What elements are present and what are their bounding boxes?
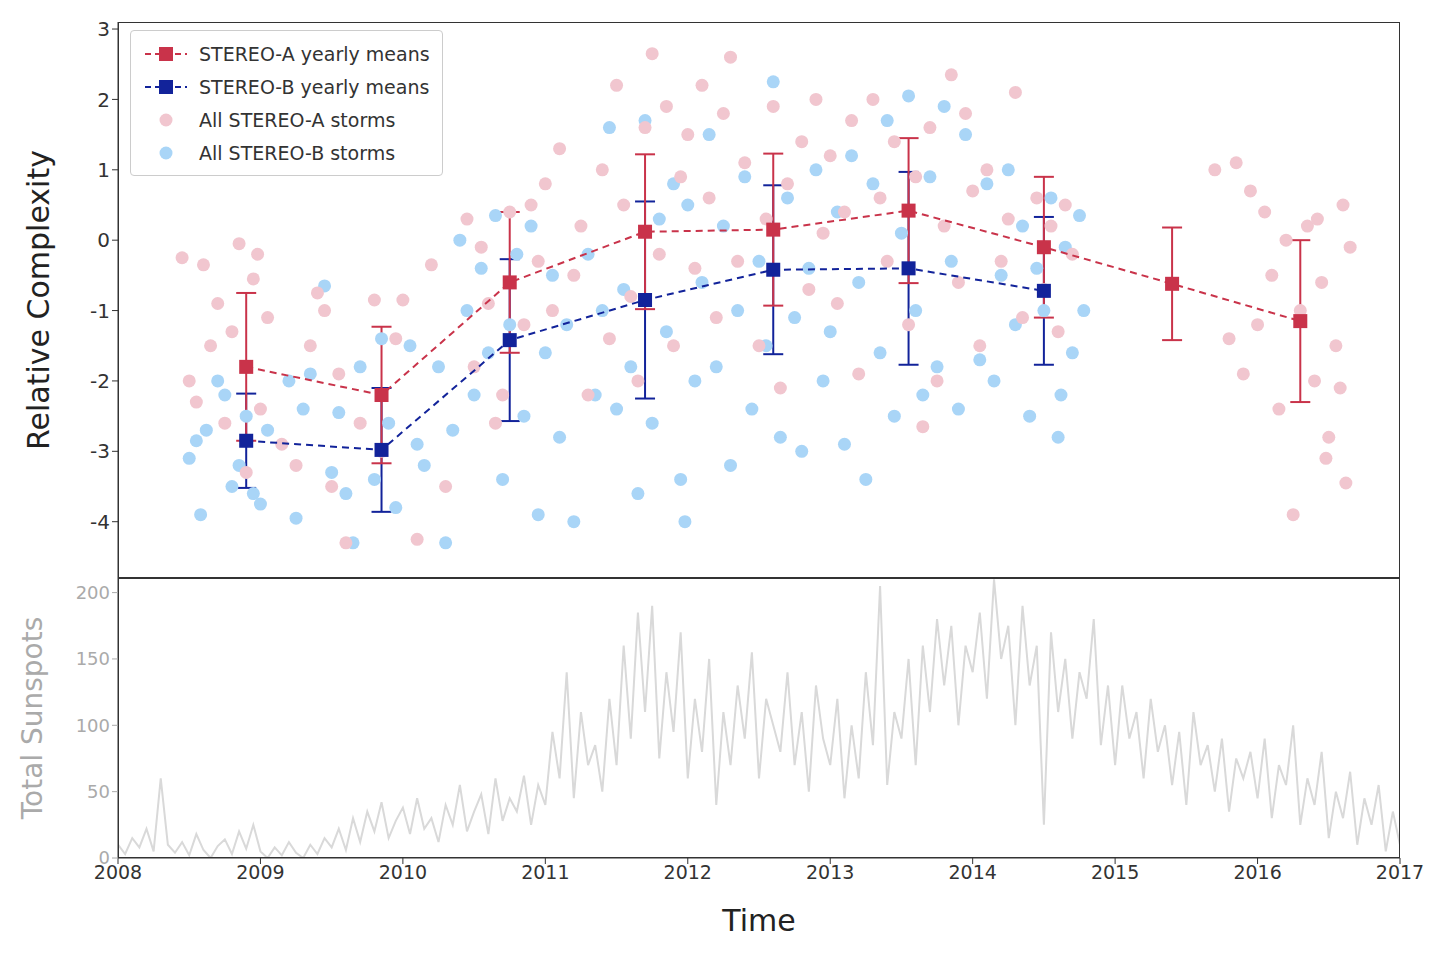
html-text:Relative Complexity: Relative Complexity: [20, 150, 56, 450]
svg-text:2014: 2014: [948, 861, 996, 883]
svg-text:100: 100: [76, 715, 110, 736]
svg-text:2011: 2011: [521, 861, 569, 883]
svg-text:-4: -4: [90, 510, 110, 534]
svg-text:2010: 2010: [379, 861, 427, 883]
html-text:STEREO-A yearly means: STEREO-A yearly means: [199, 42, 430, 65]
svg-text:200: 200: [76, 582, 110, 603]
svg-text:-1: -1: [90, 299, 110, 323]
svg-text:-3: -3: [90, 439, 110, 463]
svg-text:150: 150: [76, 648, 110, 669]
svg-text:2016: 2016: [1233, 861, 1281, 883]
svg-text:0: 0: [99, 847, 110, 868]
svg-text:2: 2: [97, 88, 110, 112]
html-text:STEREO-B yearly means: STEREO-B yearly means: [199, 75, 430, 98]
html-text:All STEREO-B storms: All STEREO-B storms: [199, 141, 396, 164]
svg-text:3: 3: [97, 17, 110, 41]
svg-text:50: 50: [87, 781, 110, 802]
svg-text:2009: 2009: [236, 861, 284, 883]
svg-text:2013: 2013: [806, 861, 854, 883]
html-text:All STEREO-A storms: All STEREO-A storms: [199, 108, 396, 131]
svg-text:2015: 2015: [1091, 861, 1139, 883]
svg-text:1: 1: [97, 158, 110, 182]
html-text:Time: Time: [722, 902, 796, 938]
svg-text:2008: 2008: [93, 861, 143, 884]
svg-text:2012: 2012: [664, 861, 712, 883]
svg-text:-2: -2: [90, 369, 110, 393]
svg-text:2017: 2017: [1376, 861, 1424, 883]
html-text:Total Sunspots: Total Sunspots: [15, 616, 49, 820]
svg-text:0: 0: [97, 228, 110, 252]
